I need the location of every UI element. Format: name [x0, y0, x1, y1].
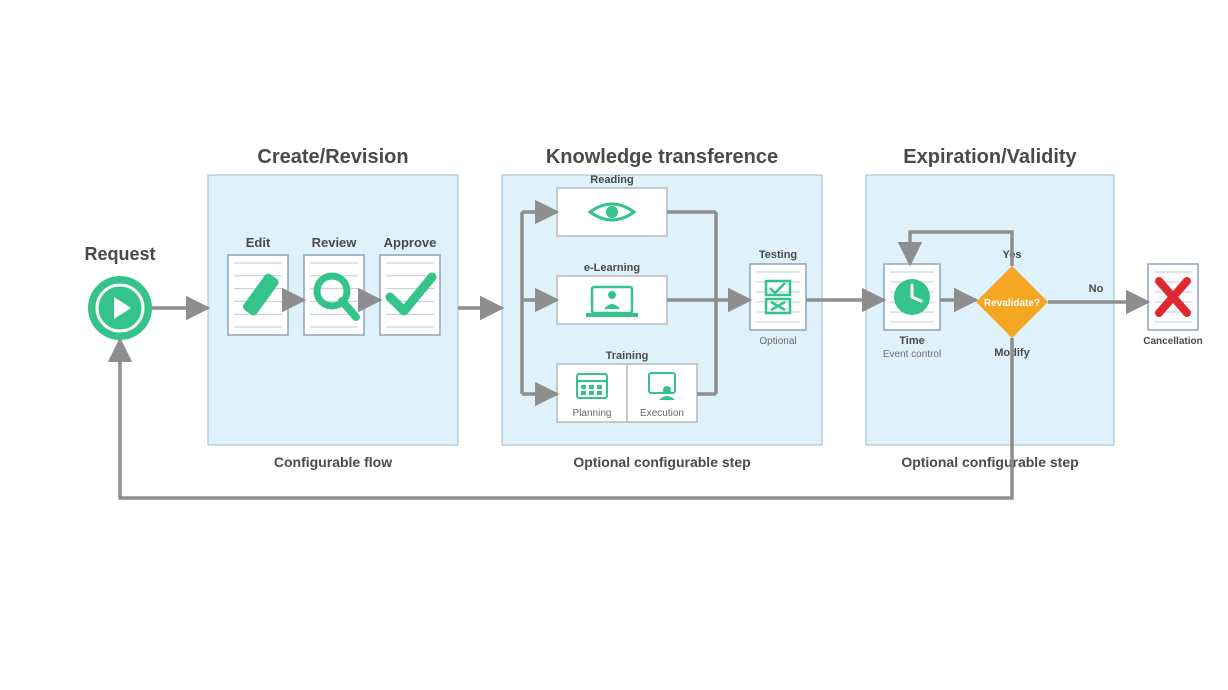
- label-testing: Testing: [759, 249, 797, 261]
- label-planning: Planning: [573, 408, 612, 419]
- label-reading: Reading: [590, 174, 633, 186]
- branch-no: No: [1089, 283, 1104, 295]
- label-execution: Execution: [640, 408, 684, 419]
- label-approve: Approve: [384, 235, 437, 250]
- section-title-expiration: Expiration/Validity: [903, 146, 1077, 168]
- label-time: Time: [899, 335, 924, 347]
- section-title-create: Create/Revision: [257, 146, 408, 168]
- calendar-cell-icon: [597, 391, 602, 395]
- presenter-head-icon: [663, 386, 671, 394]
- section-title-knowledge: Knowledge transference: [546, 146, 778, 168]
- request-label: Request: [84, 244, 155, 264]
- paper-review: [304, 255, 364, 335]
- label-event-control: Event control: [883, 349, 941, 360]
- label-elearning: e-Learning: [584, 262, 640, 274]
- person-head-icon: [608, 291, 616, 299]
- section-footer-expiration: Optional configurable step: [901, 454, 1078, 470]
- paper-testing: [750, 264, 806, 330]
- label-cancellation: Cancellation: [1143, 336, 1202, 347]
- label-review: Review: [312, 235, 358, 250]
- section-footer-knowledge: Optional configurable step: [573, 454, 750, 470]
- monitor-base-icon: [586, 313, 638, 317]
- calendar-cell-icon: [589, 385, 594, 389]
- label-testing-optional: Optional: [759, 336, 796, 347]
- section-footer-create: Configurable flow: [274, 454, 392, 470]
- calendar-cell-icon: [597, 385, 602, 389]
- label-edit: Edit: [246, 235, 271, 250]
- eye-pupil-icon: [606, 206, 618, 218]
- calendar-cell-icon: [589, 391, 594, 395]
- calendar-cell-icon: [581, 391, 586, 395]
- decision-label: Revalidate?: [984, 298, 1040, 309]
- calendar-cell-icon: [581, 385, 586, 389]
- label-training: Training: [606, 350, 649, 362]
